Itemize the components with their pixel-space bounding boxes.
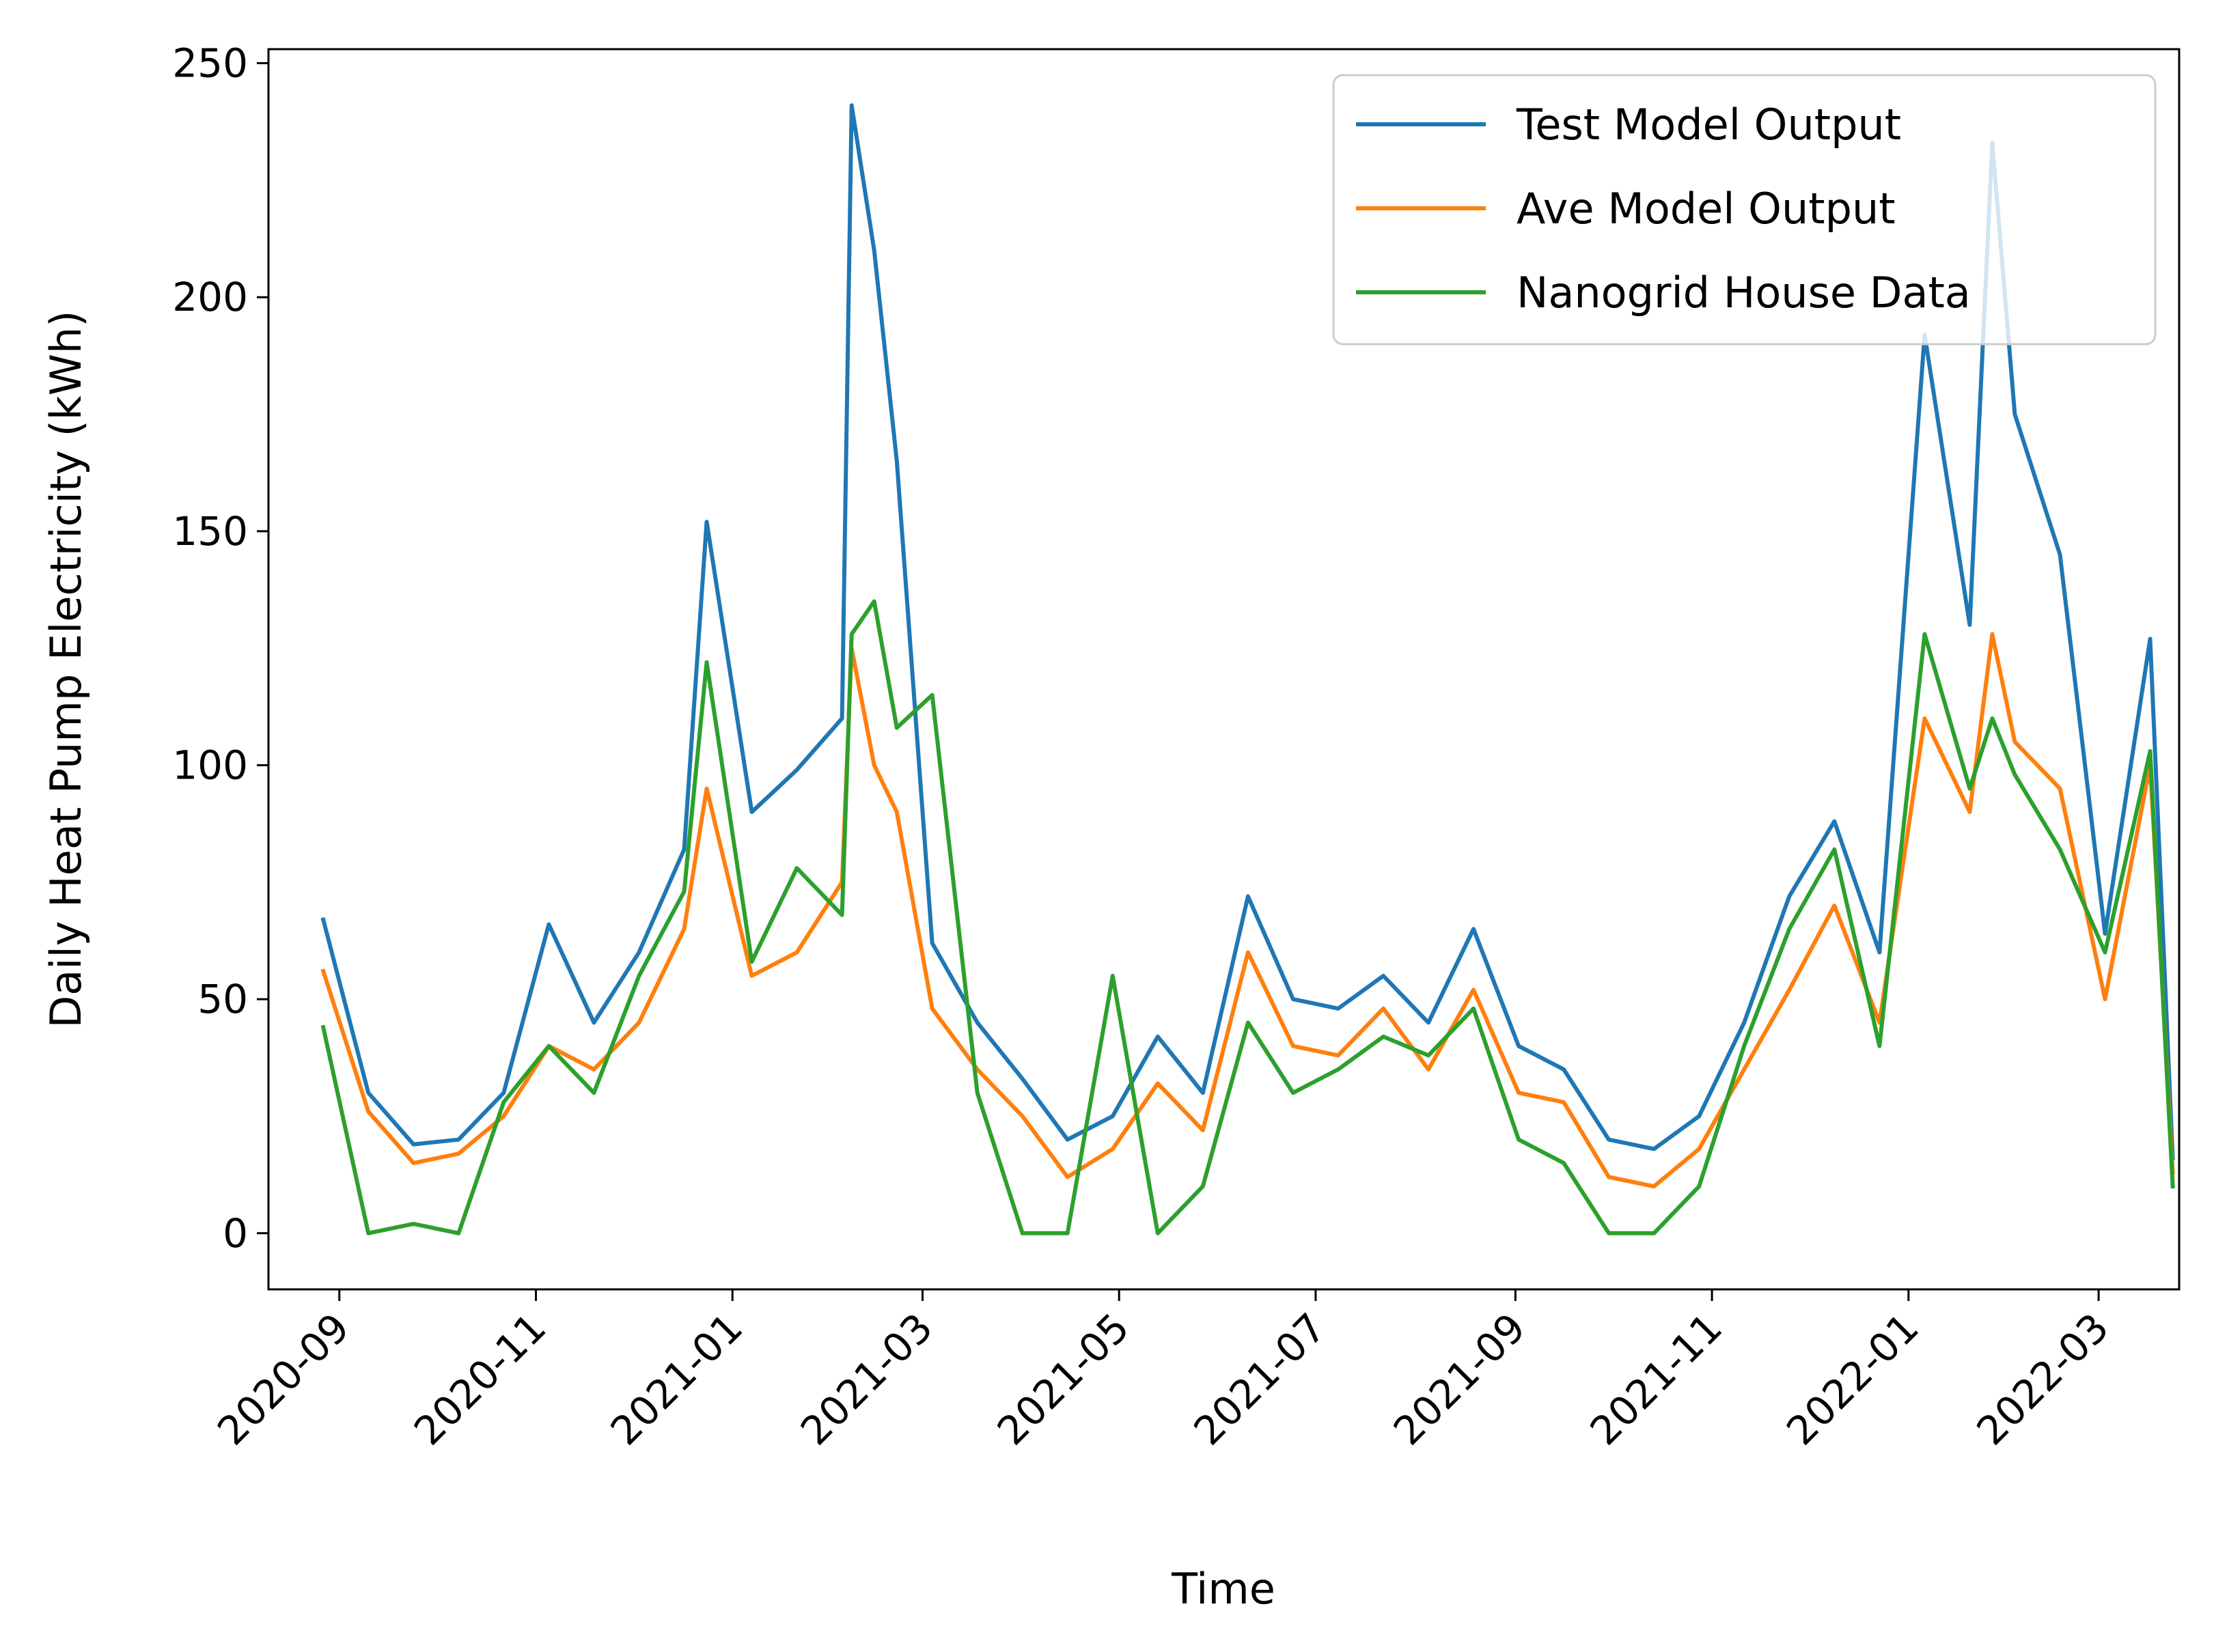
y-axis-label: Daily Heat Pump Electricity (kWh) <box>41 311 91 1028</box>
x-tick-label: 2022-03 <box>1968 1304 2118 1454</box>
x-tick-label: 2021-01 <box>602 1304 751 1454</box>
x-tick-label: 2021-09 <box>1385 1304 1534 1454</box>
x-tick-label: 2021-05 <box>988 1304 1138 1454</box>
legend-box <box>1332 74 2157 346</box>
series-line <box>320 632 2175 1189</box>
plot-frame <box>267 48 2181 1291</box>
x-axis: 2020-09 2020-11 2021-01 2021-03 2021-05 2021-… <box>208 1289 2118 1454</box>
x-tick-label: 2022-01 <box>1777 1304 1927 1454</box>
x-axis-label: Time <box>1171 1564 1275 1614</box>
y-tick-label: 0 <box>223 1210 248 1257</box>
y-tick-label: 150 <box>172 508 248 555</box>
y-tick-label: 50 <box>197 976 248 1022</box>
x-tick-label: 2020-09 <box>208 1304 358 1454</box>
x-tick-label: 2021-03 <box>792 1304 941 1454</box>
legend-label: Test Model Output <box>1516 100 1901 150</box>
legend-label: Ave Model Output <box>1517 184 1896 234</box>
legend-label: Nanogrid House Data <box>1517 268 1971 318</box>
legend-items: Test Model Output Ave Model Output Nanogri… <box>1356 100 1971 318</box>
y-tick-label: 250 <box>172 40 248 87</box>
series-layer <box>320 103 2175 1235</box>
x-tick-label: 2020-11 <box>405 1304 555 1454</box>
y-tick-label: 200 <box>172 274 248 320</box>
y-tick-label: 100 <box>172 742 248 788</box>
x-tick-label: 2021-07 <box>1185 1304 1334 1454</box>
x-tick-label: 2021-11 <box>1581 1304 1731 1454</box>
series-line <box>320 103 2175 1161</box>
legend: Test Model Output Ave Model Output Nanogri… <box>1332 74 2157 346</box>
y-axis: 0 50 100 150 200 250 <box>172 40 268 1257</box>
series-line <box>320 599 2175 1235</box>
